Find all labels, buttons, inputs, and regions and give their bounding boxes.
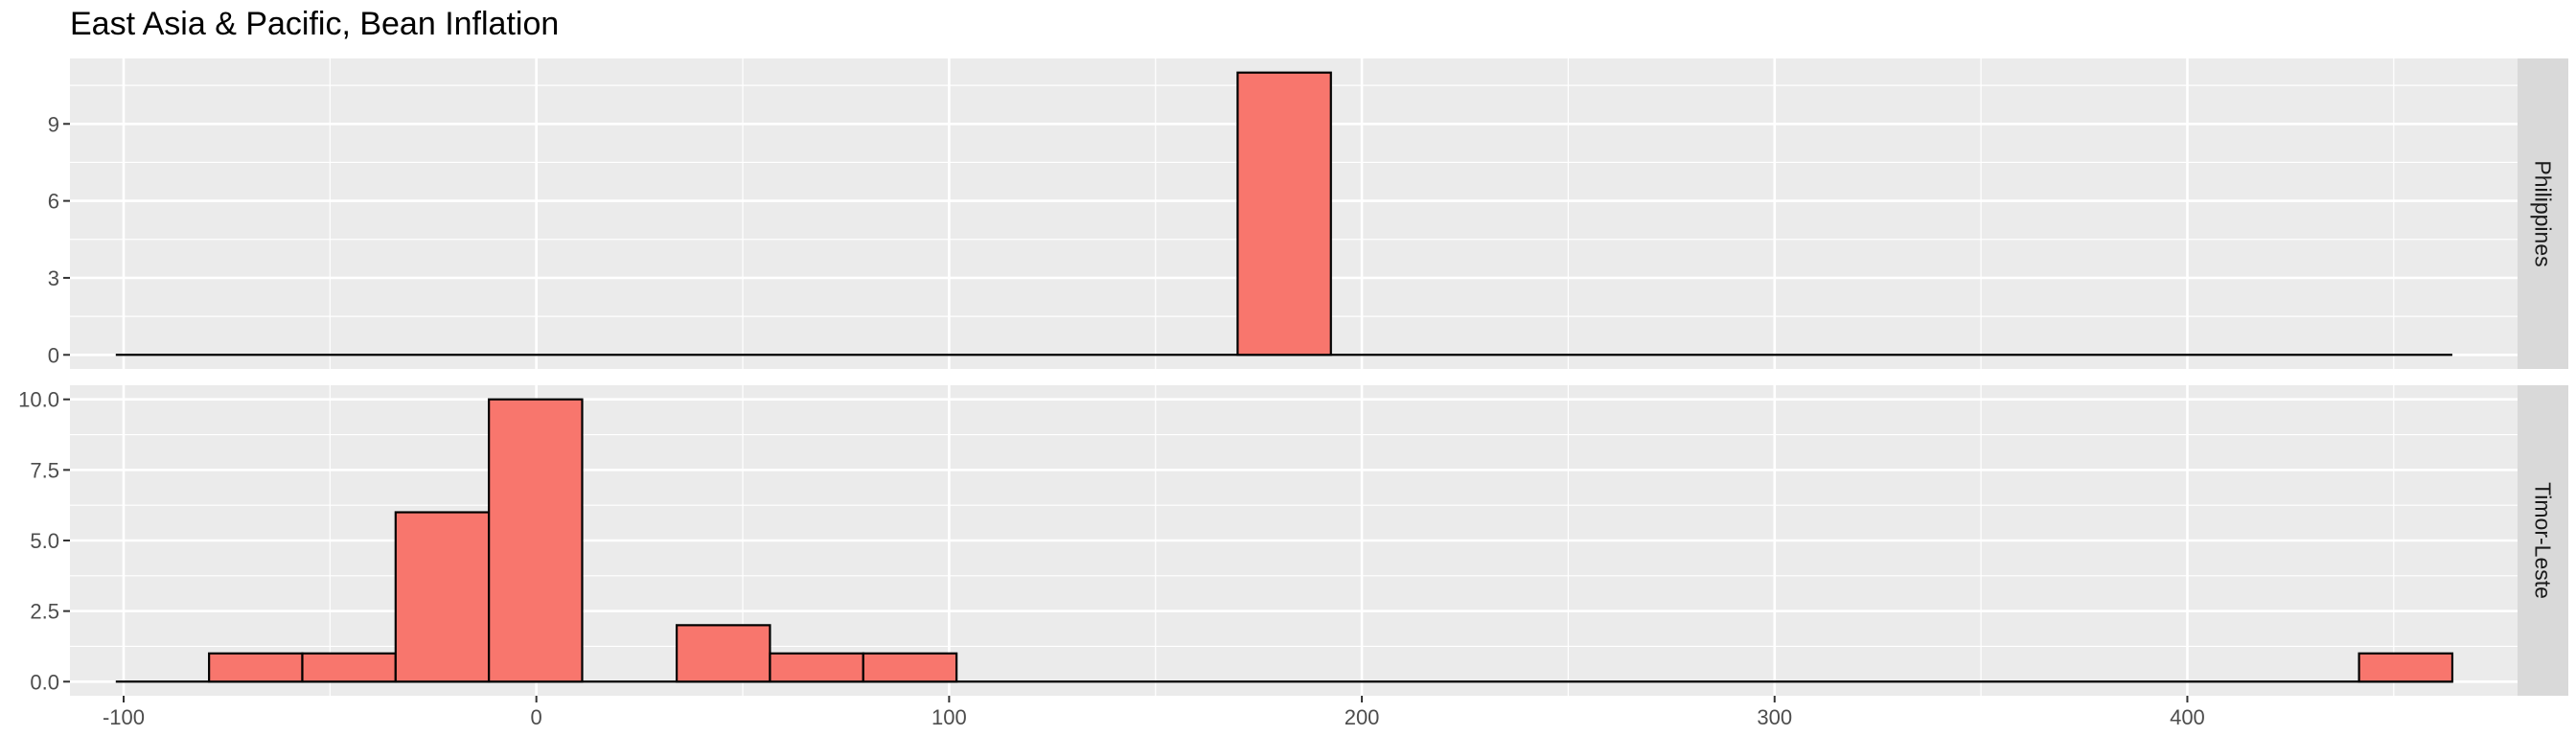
histogram-bar: [2358, 652, 2454, 683]
x-tick-label: -100: [103, 705, 145, 729]
histogram-bar: [301, 652, 397, 683]
x-tick-label: 200: [1345, 705, 1380, 729]
y-tick-label: 6: [48, 190, 59, 214]
facet-strip: [2518, 58, 2568, 369]
histogram-bar: [1236, 71, 1332, 356]
y-tick-label: 0.0: [30, 670, 59, 694]
histogram-bar: [488, 398, 584, 683]
facet-panel-timor-leste: 0.0 2.5 5.0 7.5 10.0 Timor-Leste: [18, 385, 2568, 696]
facet-strip: [2518, 385, 2568, 696]
x-tick-label: 300: [1757, 705, 1792, 729]
x-axis: -100 0 100 200 300 400: [103, 696, 2205, 729]
x-tick-label: 400: [2170, 705, 2205, 729]
histogram-bar: [208, 652, 304, 683]
y-tick-label: 2.5: [30, 600, 59, 624]
facet-strip-label: Timor-Leste: [2531, 482, 2556, 599]
y-tick-label: 0: [48, 343, 59, 367]
y-tick-label: 3: [48, 266, 59, 290]
chart-title: East Asia & Pacific, Bean Inflation: [70, 6, 560, 42]
histogram-bar: [769, 652, 864, 683]
histogram-bar: [394, 511, 491, 683]
histogram-bar: [676, 624, 771, 683]
y-tick-label: 7.5: [30, 458, 59, 482]
y-tick-label: 5.0: [30, 529, 59, 553]
histogram-bar: [862, 652, 958, 683]
x-tick-label: 0: [531, 705, 542, 729]
facet-panel-philippines: 0 3 6 9 Philippines: [48, 58, 2568, 369]
y-tick-label: 10.0: [18, 388, 59, 412]
x-tick-label: 100: [932, 705, 967, 729]
panels-layer: 0 3 6 9 Philippines 0.0 2.5 5.0 7.5 10.0 Timor-Les…: [18, 58, 2568, 729]
y-tick-label: 9: [48, 112, 59, 136]
facet-strip-label: Philippines: [2531, 160, 2556, 266]
